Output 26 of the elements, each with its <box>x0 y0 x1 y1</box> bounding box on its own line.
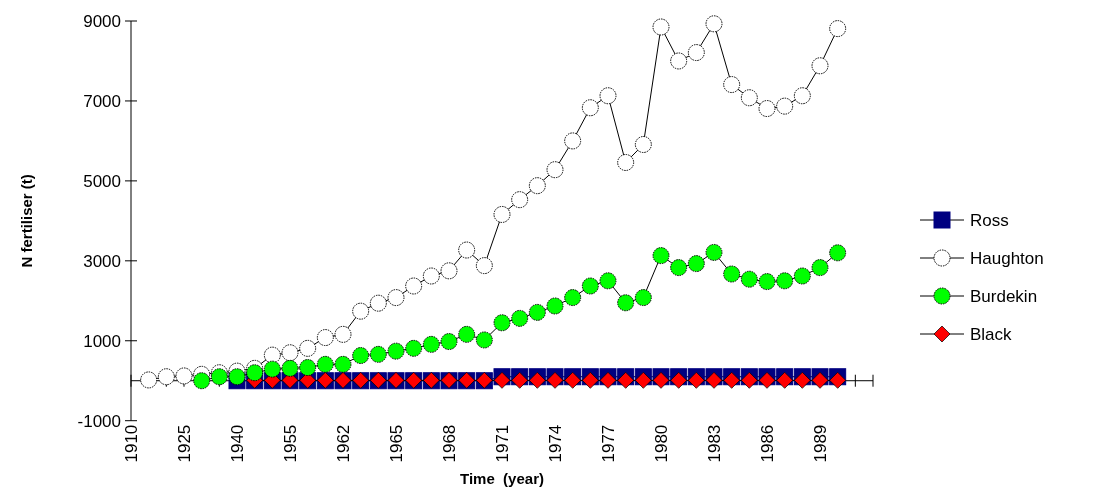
x-tick-label: 1910 <box>121 424 141 463</box>
y-tick-label: -1000 <box>77 411 121 431</box>
x-tick-label: 1986 <box>757 424 777 463</box>
x-tick-label: 1974 <box>545 424 565 463</box>
x-tick-label: 1968 <box>439 424 459 463</box>
x-tick-label: 1989 <box>810 424 830 463</box>
y-tick-label: 5000 <box>83 171 121 191</box>
x-tick-label: 1965 <box>386 424 406 463</box>
x-tick-label: 1971 <box>492 424 512 463</box>
x-tick-label: 1955 <box>280 424 300 463</box>
y-tick-label: 7000 <box>83 91 121 111</box>
y-axis-title: N fertiliser (t) <box>18 174 35 268</box>
x-tick-label: 1983 <box>704 424 724 463</box>
y-tick-label: 3000 <box>83 251 121 271</box>
x-tick-label: 1980 <box>651 424 671 463</box>
legend-label: Burdekin <box>970 286 1038 306</box>
x-tick-label: 1925 <box>174 424 194 463</box>
legend-label: Haughton <box>970 248 1044 268</box>
x-tick-label: 1962 <box>333 424 353 463</box>
legend-label: Black <box>970 324 1013 344</box>
x-tick-label: 1977 <box>598 424 618 463</box>
legend-label: Ross <box>970 210 1009 230</box>
y-tick-label: 9000 <box>83 11 121 31</box>
x-axis-title: Time (year) <box>460 470 544 487</box>
x-tick-label: 1940 <box>227 424 247 463</box>
y-tick-label: 1000 <box>83 331 121 351</box>
